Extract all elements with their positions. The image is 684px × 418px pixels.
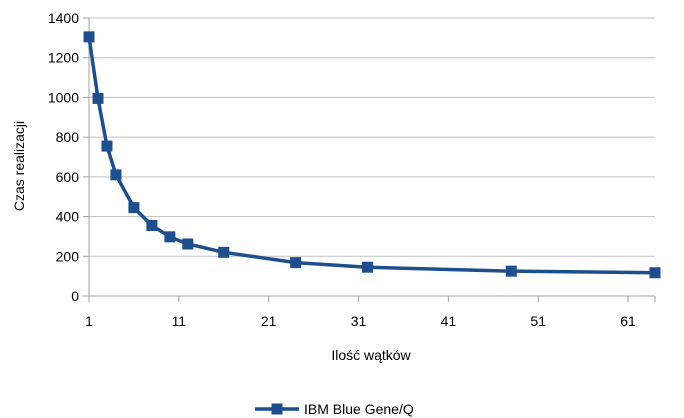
data-point [218,246,230,258]
data-point [146,220,158,232]
data-point [128,202,140,214]
data-point [505,265,517,277]
data-point [362,261,374,273]
y-tick-label: 600 [56,169,80,185]
x-axis-title: Ilość wątków [331,347,411,363]
data-point [164,231,176,243]
x-tick-label: 41 [441,313,457,329]
legend: IBM Blue Gene/Q [255,401,414,417]
axes [83,17,656,302]
y-tick-label: 400 [56,209,80,225]
data-point [182,238,194,250]
data-point [92,92,104,104]
y-tick-label: 1400 [48,10,79,26]
x-tick-labels: 1 11 21 31 41 51 61 [85,313,636,329]
x-tick-label: 51 [530,313,546,329]
x-tick-label: 1 [85,313,93,329]
legend-label: IBM Blue Gene/Q [304,401,414,417]
series-group [83,31,661,279]
data-point [101,140,113,152]
x-tick-label: 31 [351,313,367,329]
y-tick-label: 1200 [48,50,79,66]
data-point [83,31,95,43]
x-tick-label: 11 [172,313,187,329]
y-tick-label: 200 [56,248,80,264]
data-point [110,169,122,181]
data-point [290,257,302,269]
y-tick-labels: 0 200 400 600 800 1000 1200 1400 [48,10,79,304]
y-axis-title: Czas realizacji [11,121,27,211]
y-tick-label: 1000 [48,89,79,105]
y-tick-label: 800 [56,129,80,145]
gridlines [89,17,655,257]
x-tick-label: 61 [620,313,636,329]
data-point [649,267,661,279]
x-tick-label: 21 [261,313,277,329]
legend-marker [271,403,283,415]
y-tick-label: 0 [71,288,79,304]
